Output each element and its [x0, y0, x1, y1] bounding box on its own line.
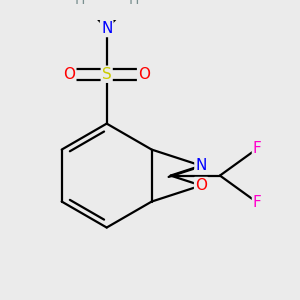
- Text: H: H: [128, 0, 139, 7]
- Text: H: H: [74, 0, 85, 7]
- Text: N: N: [101, 21, 112, 36]
- Text: O: O: [138, 67, 150, 82]
- Text: N: N: [195, 158, 207, 173]
- Text: F: F: [253, 141, 262, 156]
- Text: F: F: [253, 195, 262, 210]
- Text: O: O: [195, 178, 207, 193]
- Text: S: S: [102, 67, 112, 82]
- Text: O: O: [63, 67, 75, 82]
